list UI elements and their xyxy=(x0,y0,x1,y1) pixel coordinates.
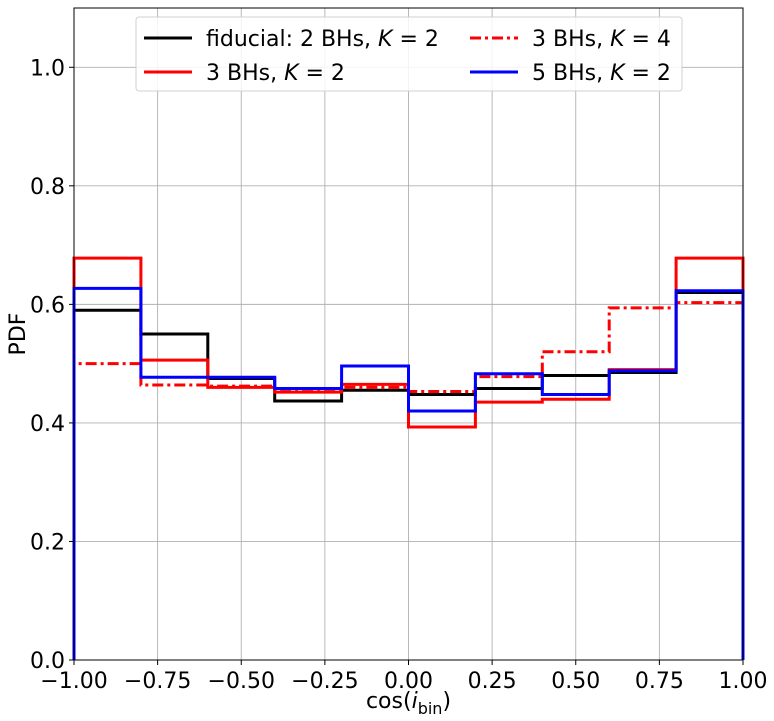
y-tick-label: 0.2 xyxy=(30,530,65,555)
x-axis-label-sub: bin xyxy=(418,699,443,718)
series-line-3 xyxy=(72,286,745,660)
y-tick-label: 0.6 xyxy=(30,293,65,318)
legend-label-2: 3 BHs, K = 4 xyxy=(532,27,671,52)
legend-box xyxy=(135,16,683,92)
x-tick-label: −0.25 xyxy=(291,669,358,694)
y-tick-label: 0.0 xyxy=(30,649,65,674)
x-tick-label: 0.50 xyxy=(551,669,600,694)
x-tick-label: 0.25 xyxy=(468,669,517,694)
x-tick-label: −0.75 xyxy=(124,669,191,694)
y-tick-label: 0.8 xyxy=(30,175,65,200)
series-layer xyxy=(72,256,745,660)
x-tick-label: −0.50 xyxy=(208,669,275,694)
y-axis-label: PDF xyxy=(6,313,31,356)
grid-lines xyxy=(73,8,744,661)
y-tick-label: 1.0 xyxy=(30,56,65,81)
x-tick-label: 1.00 xyxy=(719,669,768,694)
legend-label-3: 5 BHs, K = 2 xyxy=(532,61,671,86)
legend-label-1: 3 BHs, K = 2 xyxy=(206,61,345,86)
y-tick-label: 0.4 xyxy=(30,412,65,437)
x-axis-label-close: ) xyxy=(442,689,451,714)
axis-ticks: −1.00 −0.75 −0.50 −0.25 0.00 0.25 0.50 0.75 1.00… xyxy=(30,56,767,694)
x-tick-label: −1.00 xyxy=(40,669,107,694)
x-tick-label: 0.00 xyxy=(384,669,433,694)
x-axis-label-main: cos( xyxy=(366,689,412,714)
legend-label-0: fiducial: 2 BHs, K = 2 xyxy=(206,27,439,52)
x-tick-label: 0.75 xyxy=(635,669,684,694)
x-axis-label-italic: i xyxy=(412,689,418,714)
x-axis-label: cos(ibin) xyxy=(366,689,451,718)
legend: fiducial: 2 BHs, K = 2 3 BHs, K = 4 3 BHs,… xyxy=(135,16,683,92)
